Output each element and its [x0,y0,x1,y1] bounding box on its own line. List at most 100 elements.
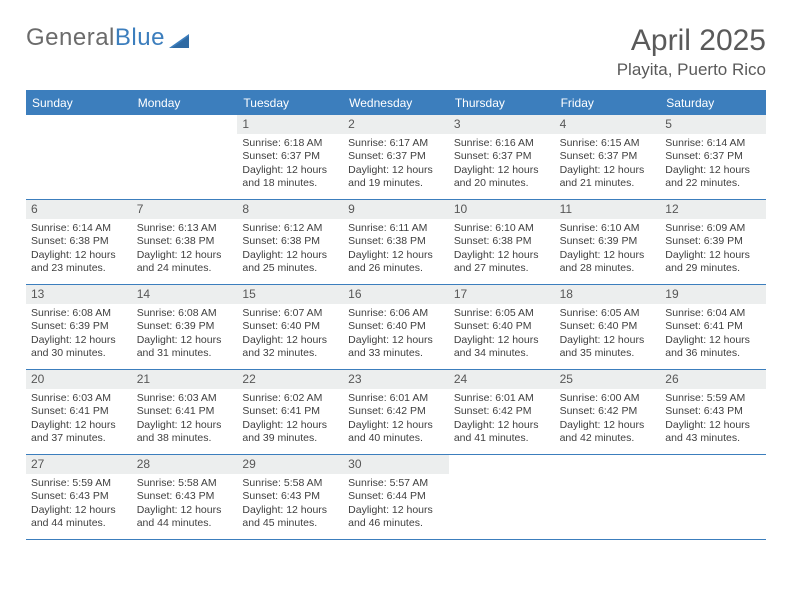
sunset-line: Sunset: 6:39 PM [137,320,233,333]
day-body: Sunrise: 6:11 AMSunset: 6:38 PMDaylight:… [343,219,449,280]
month-title: April 2025 [617,24,766,58]
title-block: April 2025 Playita, Puerto Rico [617,24,766,80]
sunset-line: Sunset: 6:39 PM [560,235,656,248]
daylight-line: Daylight: 12 hours and 29 minutes. [665,249,761,276]
sunrise-line: Sunrise: 6:03 AM [137,392,233,405]
day-number: 18 [555,285,661,304]
day-body: Sunrise: 6:02 AMSunset: 6:41 PMDaylight:… [237,389,343,450]
day-cell: 15Sunrise: 6:07 AMSunset: 6:40 PMDayligh… [237,285,343,369]
sunrise-line: Sunrise: 6:16 AM [454,137,550,150]
daylight-line: Daylight: 12 hours and 39 minutes. [242,419,338,446]
sunrise-line: Sunrise: 6:13 AM [137,222,233,235]
day-number: 7 [132,200,238,219]
week-row: 1Sunrise: 6:18 AMSunset: 6:37 PMDaylight… [26,115,766,200]
sunrise-line: Sunrise: 6:01 AM [348,392,444,405]
day-number: 28 [132,455,238,474]
sunrise-line: Sunrise: 6:08 AM [137,307,233,320]
day-body: Sunrise: 6:05 AMSunset: 6:40 PMDaylight:… [555,304,661,365]
daylight-line: Daylight: 12 hours and 44 minutes. [31,504,127,531]
daylight-line: Daylight: 12 hours and 19 minutes. [348,164,444,191]
sunset-line: Sunset: 6:42 PM [348,405,444,418]
day-number: 9 [343,200,449,219]
daylight-line: Daylight: 12 hours and 40 minutes. [348,419,444,446]
day-cell: 20Sunrise: 6:03 AMSunset: 6:41 PMDayligh… [26,370,132,454]
sunrise-line: Sunrise: 6:00 AM [560,392,656,405]
day-cell: 2Sunrise: 6:17 AMSunset: 6:37 PMDaylight… [343,115,449,199]
sunrise-line: Sunrise: 5:58 AM [242,477,338,490]
sunset-line: Sunset: 6:37 PM [560,150,656,163]
day-body: Sunrise: 6:15 AMSunset: 6:37 PMDaylight:… [555,134,661,195]
daylight-line: Daylight: 12 hours and 27 minutes. [454,249,550,276]
day-number: 3 [449,115,555,134]
sunset-line: Sunset: 6:38 PM [242,235,338,248]
day-cell: 13Sunrise: 6:08 AMSunset: 6:39 PMDayligh… [26,285,132,369]
day-cell: 28 Sunrise: 5:58 AMSunset: 6:43 PMDayligh… [132,455,238,539]
sunset-line: Sunset: 6:42 PM [560,405,656,418]
day-number: 8 [237,200,343,219]
day-cell: 9Sunrise: 6:11 AMSunset: 6:38 PMDaylight… [343,200,449,284]
sunrise-line: Sunrise: 6:01 AM [454,392,550,405]
day-number: 22 [237,370,343,389]
weekday-wednesday: Wednesday [343,92,449,115]
day-cell: 27Sunrise: 5:59 AMSunset: 6:43 PMDayligh… [26,455,132,539]
sunrise-line: Sunrise: 6:12 AM [242,222,338,235]
sunset-line: Sunset: 6:43 PM [137,490,233,503]
sunrise-line: Sunrise: 6:02 AM [242,392,338,405]
day-body: Sunrise: 5:58 AMSunset: 6:43 PMDaylight:… [237,474,343,535]
daylight-line: Daylight: 12 hours and 42 minutes. [560,419,656,446]
logo: GeneralBlue [26,24,191,52]
day-cell [660,455,766,539]
daylight-line: Daylight: 12 hours and 45 minutes. [242,504,338,531]
sunset-line: Sunset: 6:40 PM [348,320,444,333]
sunset-line: Sunset: 6:39 PM [665,235,761,248]
week-row: 6Sunrise: 6:14 AMSunset: 6:38 PMDaylight… [26,200,766,285]
logo-text-1: General [26,24,115,52]
week-row: 27Sunrise: 5:59 AMSunset: 6:43 PMDayligh… [26,455,766,540]
daylight-line: Daylight: 12 hours and 23 minutes. [31,249,127,276]
day-number: 12 [660,200,766,219]
daylight-line: Daylight: 12 hours and 28 minutes. [560,249,656,276]
sunrise-line: Sunrise: 6:17 AM [348,137,444,150]
sunrise-line: Sunrise: 6:06 AM [348,307,444,320]
sunrise-line: Sunrise: 5:57 AM [348,477,444,490]
daylight-line: Daylight: 12 hours and 32 minutes. [242,334,338,361]
sunrise-line: Sunrise: 6:05 AM [454,307,550,320]
day-cell: 8Sunrise: 6:12 AMSunset: 6:38 PMDaylight… [237,200,343,284]
day-cell: 3Sunrise: 6:16 AMSunset: 6:37 PMDaylight… [449,115,555,199]
sunrise-line: Sunrise: 6:03 AM [31,392,127,405]
day-body: Sunrise: 6:04 AMSunset: 6:41 PMDaylight:… [660,304,766,365]
sunrise-line: Sunrise: 6:14 AM [665,137,761,150]
day-cell: 7Sunrise: 6:13 AMSunset: 6:38 PMDaylight… [132,200,238,284]
sunset-line: Sunset: 6:40 PM [560,320,656,333]
sunrise-line: Sunrise: 5:58 AM [137,477,233,490]
day-cell: 16Sunrise: 6:06 AMSunset: 6:40 PMDayligh… [343,285,449,369]
day-cell: 14Sunrise: 6:08 AMSunset: 6:39 PMDayligh… [132,285,238,369]
day-body: Sunrise: 6:00 AMSunset: 6:42 PMDaylight:… [555,389,661,450]
sunset-line: Sunset: 6:41 PM [31,405,127,418]
day-number: 27 [26,455,132,474]
day-cell: 18Sunrise: 6:05 AMSunset: 6:40 PMDayligh… [555,285,661,369]
day-cell: 11Sunrise: 6:10 AMSunset: 6:39 PMDayligh… [555,200,661,284]
day-number: 1 [237,115,343,134]
daylight-line: Daylight: 12 hours and 46 minutes. [348,504,444,531]
day-body: Sunrise: 6:08 AMSunset: 6:39 PMDaylight:… [26,304,132,365]
daylight-line: Daylight: 12 hours and 20 minutes. [454,164,550,191]
day-number: 2 [343,115,449,134]
day-cell: 22Sunrise: 6:02 AMSunset: 6:41 PMDayligh… [237,370,343,454]
daylight-line: Daylight: 12 hours and 36 minutes. [665,334,761,361]
sunset-line: Sunset: 6:38 PM [137,235,233,248]
day-number: 29 [237,455,343,474]
day-cell: 26Sunrise: 5:59 AMSunset: 6:43 PMDayligh… [660,370,766,454]
day-cell [132,115,238,199]
weekday-sunday: Sunday [26,92,132,115]
day-cell: 1Sunrise: 6:18 AMSunset: 6:37 PMDaylight… [237,115,343,199]
daylight-line: Daylight: 12 hours and 21 minutes. [560,164,656,191]
daylight-line: Daylight: 12 hours and 44 minutes. [137,504,233,531]
day-body: Sunrise: 5:57 AMSunset: 6:44 PMDaylight:… [343,474,449,535]
day-number: 10 [449,200,555,219]
day-number: 20 [26,370,132,389]
sunset-line: Sunset: 6:39 PM [31,320,127,333]
daylight-line: Daylight: 12 hours and 34 minutes. [454,334,550,361]
day-cell: 6Sunrise: 6:14 AMSunset: 6:38 PMDaylight… [26,200,132,284]
sunset-line: Sunset: 6:44 PM [348,490,444,503]
